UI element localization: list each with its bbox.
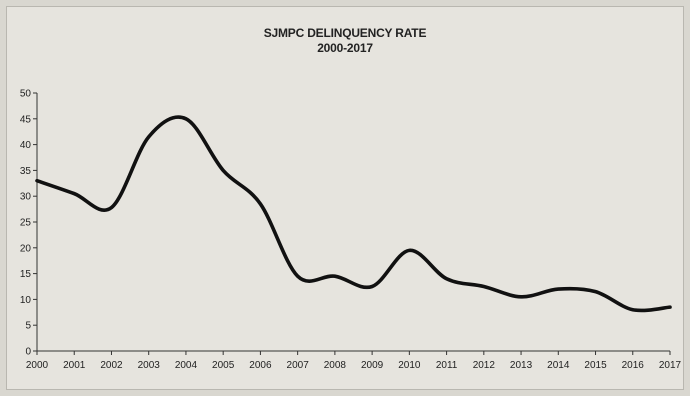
x-tick-label: 2001	[63, 360, 86, 371]
y-tick-label: 45	[20, 114, 32, 125]
x-tick-label: 2005	[212, 360, 235, 371]
x-tick-label: 2017	[659, 360, 682, 371]
chart-series	[35, 115, 672, 313]
x-tick-label: 2003	[138, 360, 161, 371]
chart-subtitle: 2000-2017	[317, 41, 373, 55]
y-tick-label: 40	[20, 140, 32, 151]
y-tick-label: 20	[20, 243, 32, 254]
x-tick-label: 2007	[287, 360, 310, 371]
x-tick-label: 2008	[324, 360, 347, 371]
x-tick-label: 2009	[361, 360, 384, 371]
chart-title: SJMPC DELINQUENCY RATE	[263, 26, 427, 40]
chart-axes	[36, 93, 670, 352]
y-tick-label: 0	[25, 347, 31, 358]
x-tick-label: 2011	[436, 360, 458, 371]
y-tick-label: 35	[20, 166, 32, 177]
x-axis-ticks: 2000 2001 2002 2003 2004 2005 2006 2007 2008 2009…	[26, 351, 682, 371]
x-tick-label: 2004	[175, 360, 198, 371]
x-tick-label: 2016	[622, 360, 645, 371]
x-tick-label: 2015	[584, 360, 607, 371]
y-tick-label: 10	[20, 295, 32, 306]
y-tick-label: 50	[20, 89, 32, 100]
y-tick-label: 5	[25, 321, 31, 332]
y-tick-label: 15	[20, 269, 32, 280]
x-tick-label: 2000	[26, 360, 49, 371]
x-tick-label: 2006	[249, 360, 272, 371]
x-tick-label: 2013	[510, 360, 533, 371]
y-tick-label: 30	[20, 192, 32, 203]
x-tick-label: 2012	[473, 360, 496, 371]
series-line	[35, 115, 672, 313]
y-axis-ticks: 0 5 10 15 20 25 30 35 40 45 50	[20, 89, 37, 358]
y-tick-label: 25	[20, 218, 32, 229]
x-tick-label: 2002	[100, 360, 123, 371]
x-tick-label: 2010	[398, 360, 421, 371]
x-tick-label: 2014	[547, 360, 570, 371]
